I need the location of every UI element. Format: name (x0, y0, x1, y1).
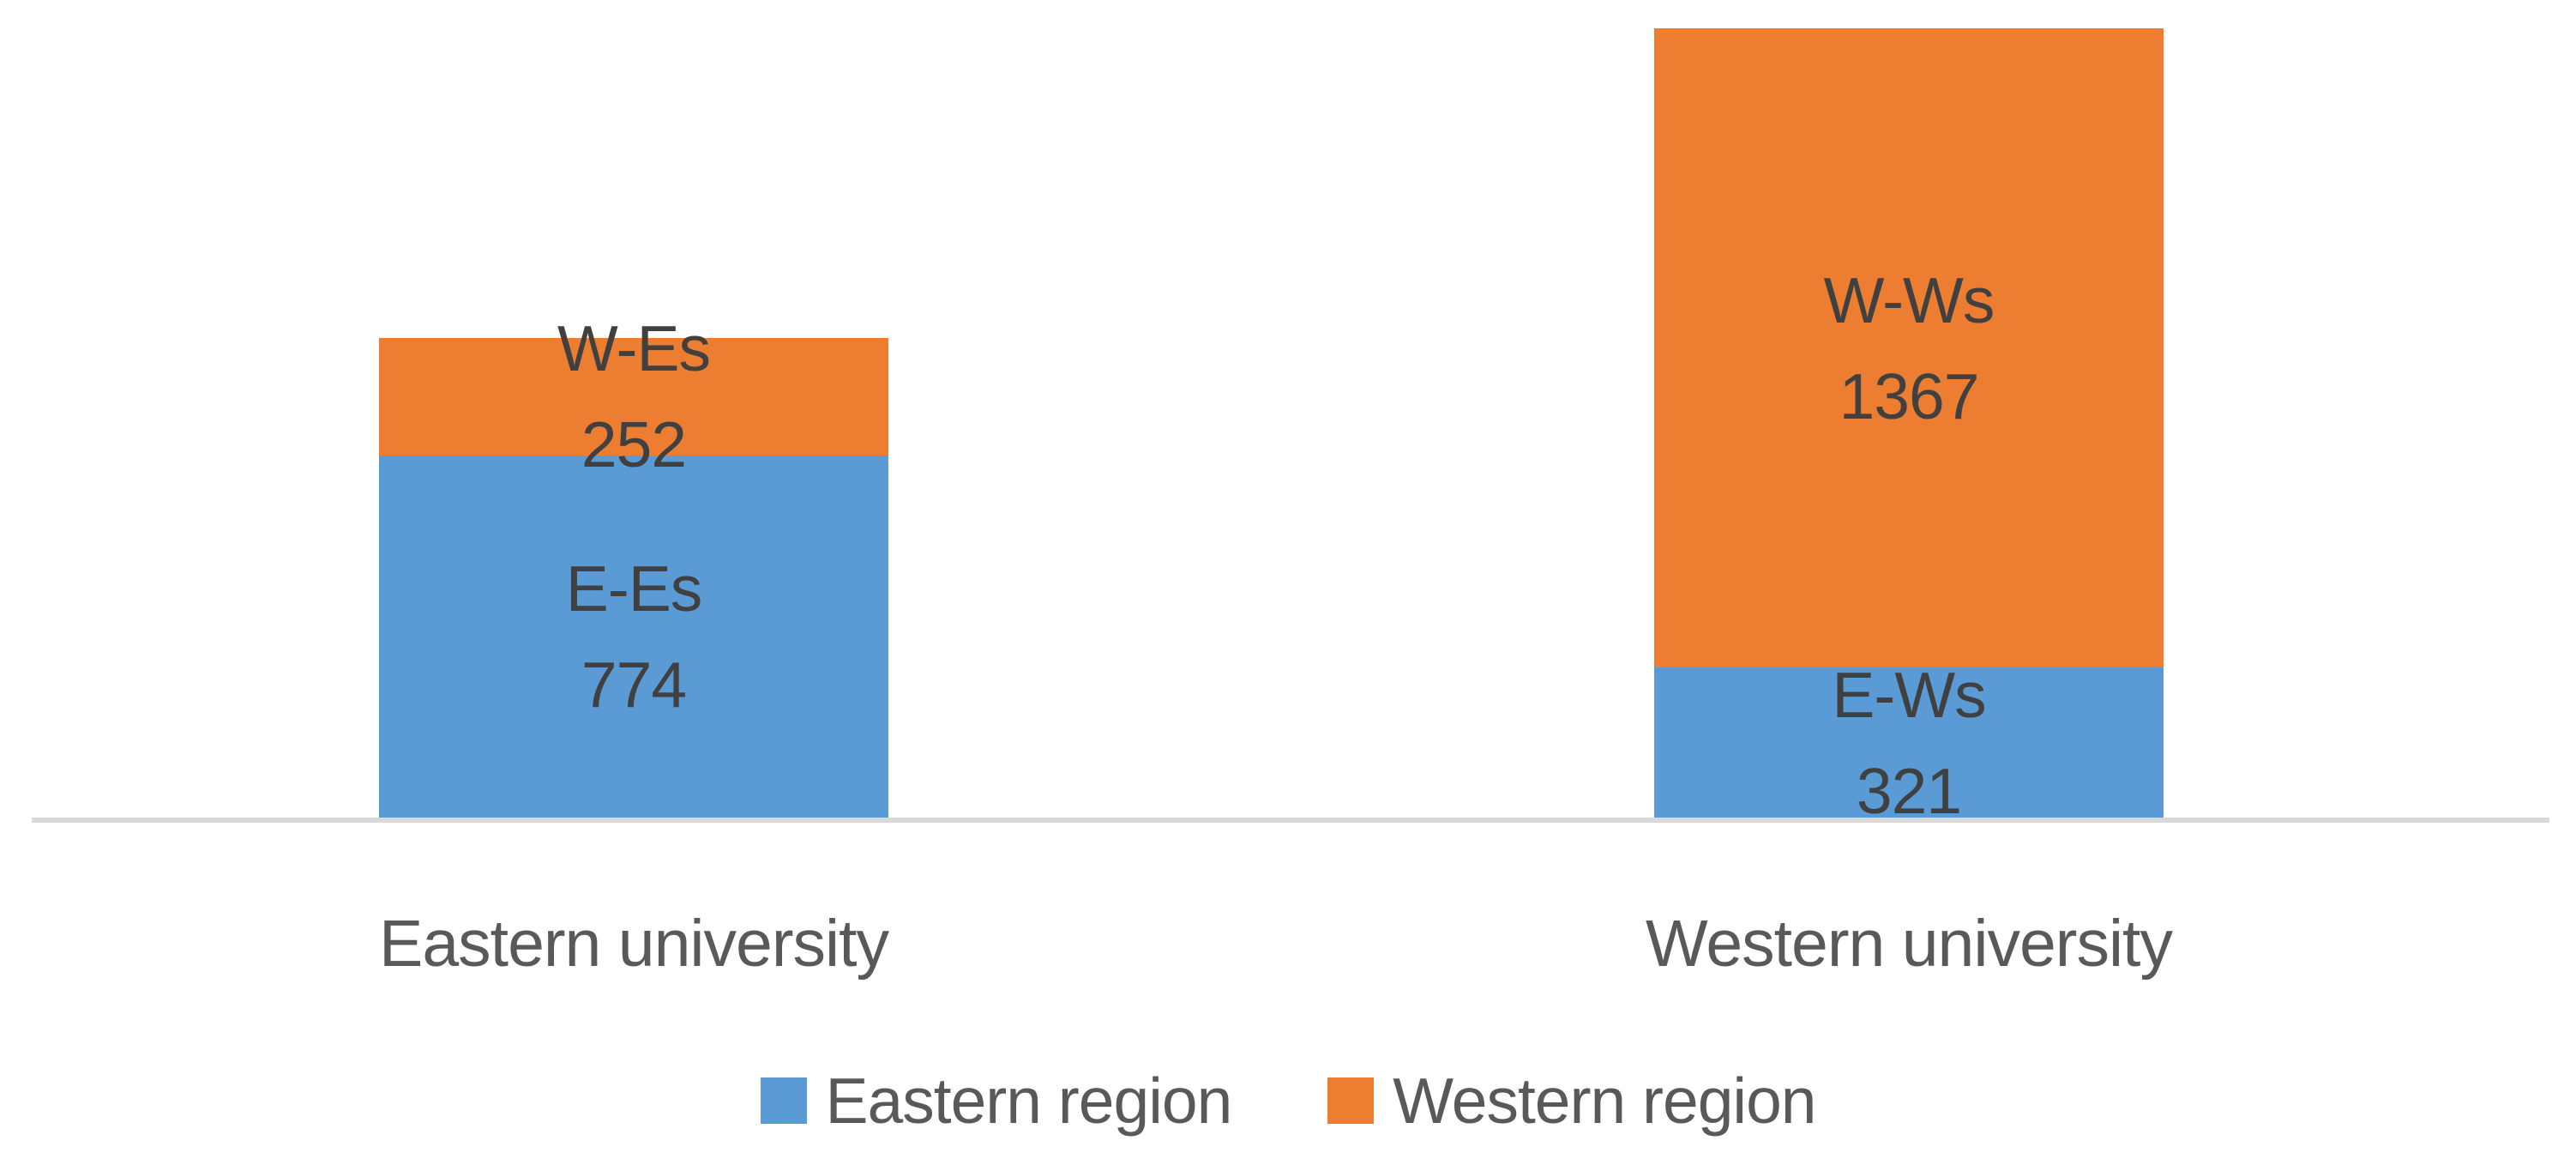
legend-swatch-western-region (1327, 1077, 1375, 1124)
bar-segment-western-university-western-region (1654, 28, 2164, 668)
legend-label-western-region: Western region (1393, 1065, 1816, 1137)
data-label-code: W-Es (557, 312, 711, 385)
bar-segment-western-university-eastern-region (1654, 667, 2164, 818)
legend: Eastern region Western region (0, 1064, 2576, 1138)
legend-swatch-eastern-region (760, 1077, 807, 1124)
data-label-value: 321 (1856, 754, 1962, 827)
category-label-western-university: Western university (1646, 907, 2173, 981)
category-label-eastern-university: Eastern university (379, 907, 889, 981)
data-label-w-es: W-Es 252 (379, 300, 888, 492)
data-label-e-ws: E-Ws 321 (1654, 647, 2164, 839)
legend-label-eastern-region: Eastern region (825, 1065, 1233, 1137)
bar-segment-eastern-university-western-region (379, 337, 888, 456)
legend-item-eastern-region: Eastern region (760, 1064, 1233, 1138)
data-label-code: E-Ws (1832, 658, 1986, 731)
data-label-value: 774 (581, 649, 687, 721)
data-label-e-es: E-Es 774 (379, 540, 888, 733)
data-label-code: E-Es (565, 552, 703, 625)
legend-item-western-region: Western region (1327, 1064, 1817, 1138)
bar-segment-eastern-university-eastern-region (379, 456, 888, 818)
data-label-w-ws: W-Ws 1367 (1654, 252, 2164, 444)
data-label-value: 252 (581, 408, 687, 481)
x-axis-baseline (32, 818, 2549, 823)
data-label-code: W-Ws (1823, 263, 1995, 336)
data-label-value: 1367 (1839, 359, 1980, 432)
